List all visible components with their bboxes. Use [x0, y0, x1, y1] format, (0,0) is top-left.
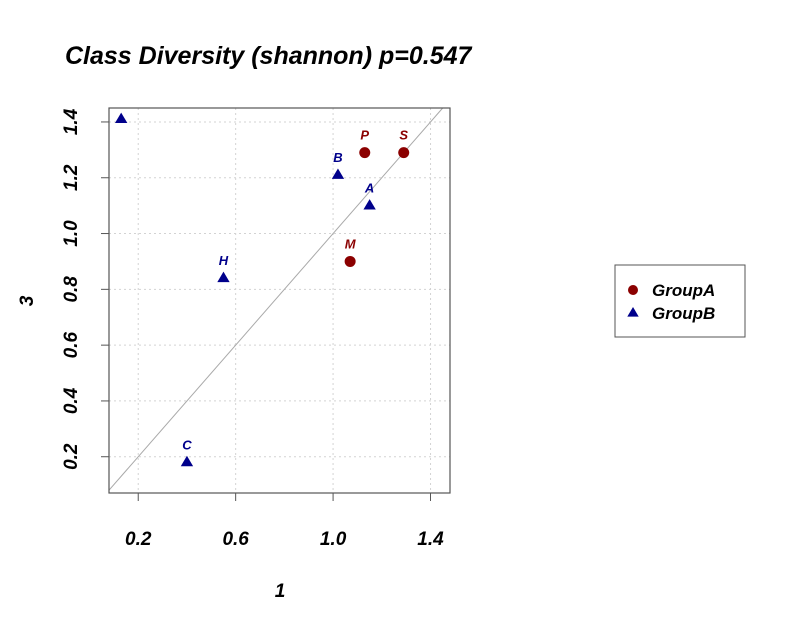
legend-marker-groupb [627, 307, 639, 317]
y-axis: 0.2 0.4 0.6 0.8 1.0 1.2 1.4 [61, 108, 109, 470]
data-points: P S M B A H C [115, 112, 410, 467]
legend-label-groupb: GroupB [652, 304, 715, 323]
x-tick-label: 0.6 [222, 529, 249, 550]
point-label: C [182, 437, 192, 452]
point-label: S [399, 128, 408, 143]
x-tick-label: 0.2 [125, 529, 152, 550]
legend-label-groupa: GroupA [652, 281, 715, 300]
y-tick-label: 0.8 [61, 276, 82, 303]
chart-title: Class Diversity (shannon) p=0.547 [65, 42, 473, 70]
reference-line-y-equals-x [108, 107, 444, 491]
data-point-groupa [359, 147, 371, 159]
legend-box [614, 264, 746, 338]
x-axis-title: 1 [275, 581, 286, 602]
data-point-groupa [344, 255, 356, 267]
point-label: M [345, 236, 357, 251]
data-point-groupb [180, 455, 194, 467]
y-tick-label: 0.6 [61, 332, 82, 359]
data-point-groupb [115, 112, 128, 124]
y-tick-label: 0.2 [61, 443, 82, 470]
point-label: H [219, 253, 229, 268]
data-point-groupb [331, 168, 345, 179]
y-axis-title: 3 [17, 295, 38, 306]
y-tick-label: 1.4 [61, 108, 82, 135]
point-label: A [364, 181, 374, 196]
data-point-groupb [363, 199, 376, 210]
y-tick-label: 0.4 [61, 387, 82, 414]
data-point-groupb [217, 271, 230, 283]
point-label: B [333, 150, 342, 165]
grid [109, 108, 450, 493]
plot-frame [108, 107, 451, 494]
point-label: P [360, 128, 369, 143]
x-axis: 0.2 0.6 1.0 1.4 [125, 493, 444, 550]
x-tick-label: 1.4 [417, 529, 444, 550]
y-tick-label: 1.0 [61, 220, 82, 247]
legend-marker-groupa [628, 285, 638, 295]
legend: GroupA GroupB [614, 264, 746, 338]
data-point-groupa [398, 147, 410, 159]
x-tick-label: 1.0 [320, 529, 347, 550]
y-tick-label: 1.2 [61, 164, 82, 191]
